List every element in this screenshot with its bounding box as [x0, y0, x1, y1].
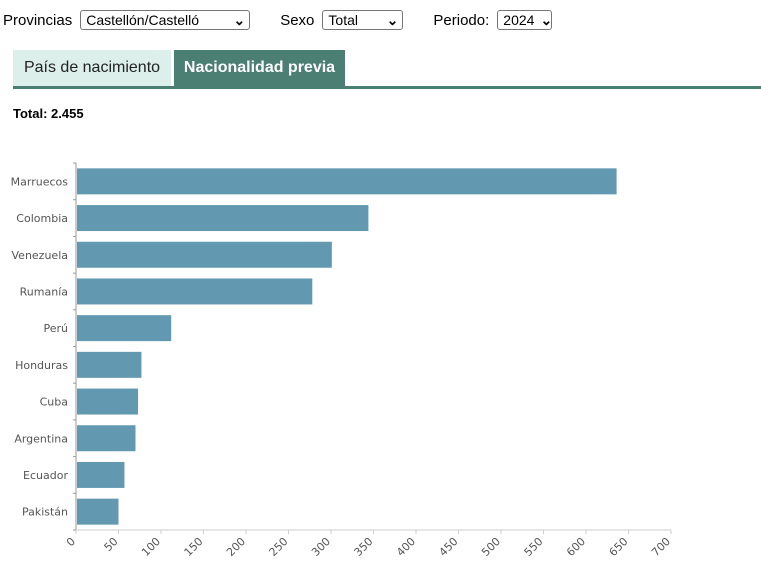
x-tick-label: 300	[309, 535, 333, 559]
bar-marruecos	[77, 168, 617, 195]
total-value: 2.455	[51, 106, 84, 121]
category-label: Cuba	[40, 396, 68, 409]
x-tick-label: 100	[139, 535, 163, 559]
chevron-down-icon: ⌄	[233, 12, 246, 28]
x-tick-label: 400	[394, 535, 418, 559]
x-tick-label: 150	[182, 535, 206, 559]
chevron-down-icon: ⌄	[540, 12, 553, 28]
bar-argentina	[77, 425, 136, 452]
total-label: Total:	[13, 106, 48, 121]
category-label: Venezuela	[12, 249, 69, 262]
bar-colombia	[77, 205, 369, 232]
category-label: Ecuador	[23, 469, 68, 482]
bar-chart: Marruecos Colombia Venezuela Rumanía Perú Hon…	[11, 162, 673, 559]
sexo-label: Sexo	[280, 11, 315, 29]
x-tick-label: 550	[522, 535, 546, 559]
sexo-value: Total	[328, 12, 358, 28]
tab-bar: País de nacimiento Nacionalidad previa	[13, 50, 761, 89]
x-tick-label: 600	[564, 535, 588, 559]
periodo-select[interactable]: 2024 ⌄	[497, 10, 553, 30]
provincias-value: Castellón/Castelló	[86, 12, 200, 28]
bar-honduras	[77, 351, 142, 378]
bar-cuba	[77, 388, 139, 415]
bar-ecuador	[77, 461, 125, 488]
bar-pakistán	[77, 498, 119, 525]
x-tick-label: 250	[267, 535, 291, 559]
x-tick-label: 500	[479, 535, 503, 559]
tab-pais-de-nacimiento[interactable]: País de nacimiento	[13, 50, 171, 86]
provincias-select[interactable]: Castellón/Castelló ⌄	[80, 10, 251, 30]
x-tick-label: 200	[224, 535, 248, 559]
category-label: Argentina	[14, 432, 68, 445]
chevron-down-icon: ⌄	[386, 12, 399, 28]
total-summary: Total: 2.455	[13, 106, 84, 121]
periodo-value: 2024	[503, 12, 535, 28]
bar-perú	[77, 315, 172, 342]
provincias-label: Provincias	[3, 11, 73, 29]
x-tick-label: 450	[437, 535, 461, 559]
x-tick-label: 700	[649, 535, 673, 559]
tab-nacionalidad-previa[interactable]: Nacionalidad previa	[174, 50, 345, 86]
x-tick-label: 350	[352, 535, 376, 559]
periodo-label: Periodo:	[433, 11, 490, 29]
x-tick-label: 650	[607, 535, 631, 559]
x-tick-label: 50	[102, 535, 121, 554]
category-label: Pakistán	[22, 506, 68, 519]
category-label: Perú	[43, 322, 68, 335]
bar-rumanía	[77, 278, 313, 305]
category-label: Honduras	[15, 359, 68, 372]
category-label: Rumanía	[20, 285, 68, 298]
category-label: Marruecos	[11, 175, 69, 188]
x-tick-label: 0	[64, 535, 78, 549]
sexo-select[interactable]: Total ⌄	[322, 10, 404, 30]
filter-bar: Provincias Castellón/Castelló ⌄ Sexo Tot…	[3, 9, 553, 31]
bar-venezuela	[77, 241, 332, 268]
category-label: Colombia	[16, 212, 68, 225]
